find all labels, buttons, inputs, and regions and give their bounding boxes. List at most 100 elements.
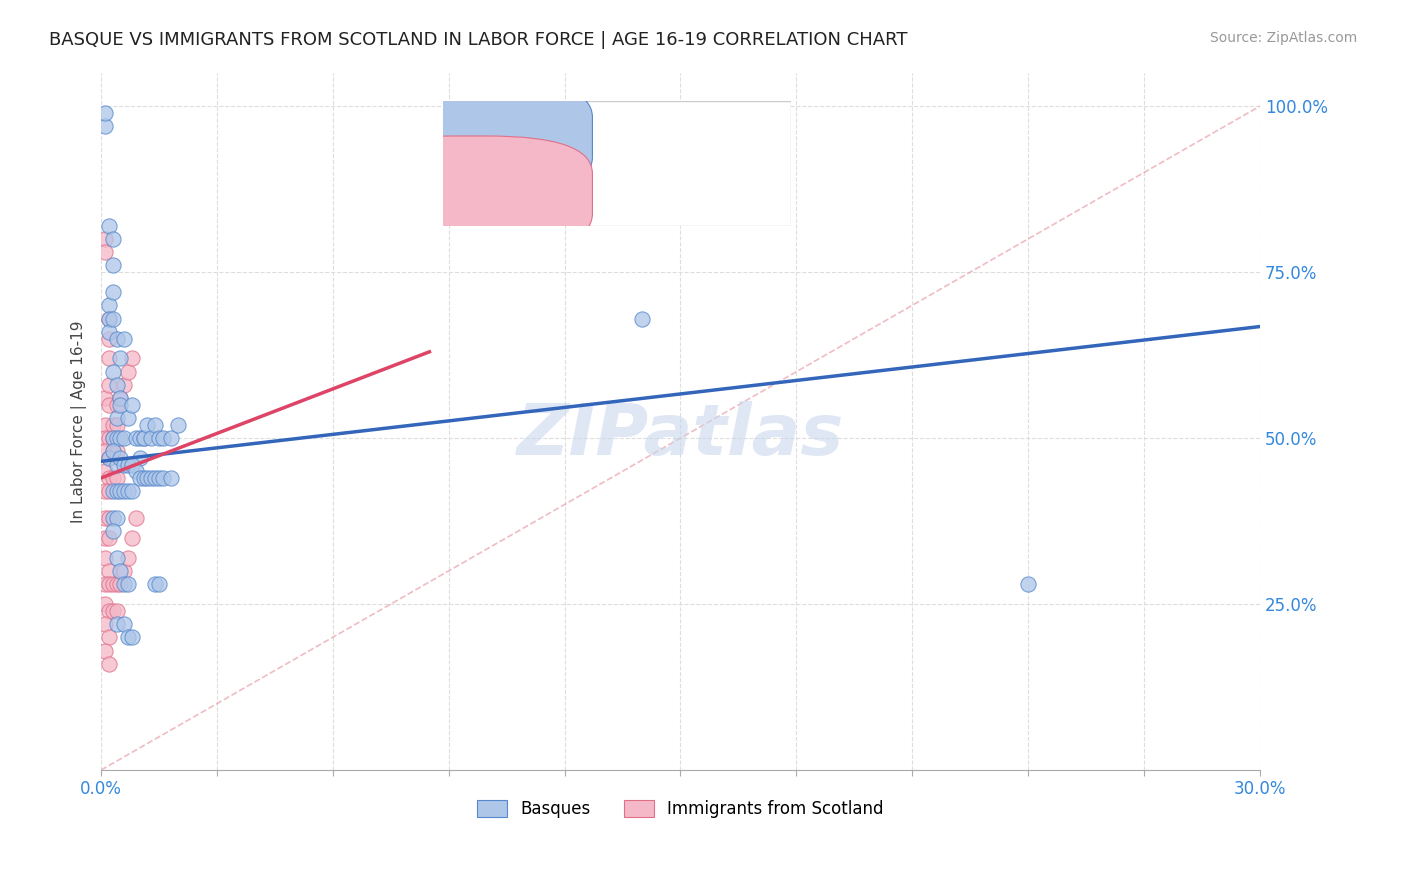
Point (97, 630, 120, 644)
Point (97, 484, 120, 499)
Point (101, 510, 124, 524)
Point (94, 510, 117, 524)
Point (143, 577, 166, 591)
Point (101, 471, 124, 485)
Point (110, 351, 132, 366)
Point (105, 604, 128, 618)
Point (97, 219, 120, 233)
Point (94, 531, 117, 545)
Point (101, 577, 124, 591)
Point (101, 431, 124, 445)
Point (117, 630, 139, 644)
Point (105, 577, 128, 591)
Point (94, 232, 117, 246)
Point (97, 531, 120, 545)
Point (101, 444, 124, 458)
Point (97, 604, 120, 618)
Point (105, 458, 128, 472)
Point (117, 411, 139, 425)
Point (148, 431, 170, 445)
Point (143, 417, 166, 432)
Point (125, 431, 148, 445)
Point (152, 431, 174, 445)
Point (105, 444, 128, 458)
Point (97, 398, 120, 412)
Point (105, 510, 128, 524)
Point (94, 105, 117, 120)
Point (94, 444, 117, 458)
Point (101, 259, 124, 273)
Point (97, 450, 120, 465)
Point (105, 331, 128, 345)
Point (97, 657, 120, 671)
Point (112, 431, 135, 445)
Point (97, 331, 120, 345)
Point (112, 378, 135, 392)
Point (148, 577, 170, 591)
Point (121, 531, 143, 545)
Point (148, 471, 170, 485)
Point (112, 331, 135, 345)
Point (94, 643, 117, 657)
Point (121, 398, 143, 412)
Point (121, 484, 143, 499)
Point (152, 471, 174, 485)
Point (94, 119, 117, 133)
Point (117, 365, 139, 379)
Point (110, 391, 132, 405)
Point (105, 617, 128, 632)
Point (110, 484, 132, 499)
Point (112, 617, 135, 632)
Point (128, 431, 150, 445)
Y-axis label: In Labor Force | Age 16-19: In Labor Force | Age 16-19 (72, 320, 87, 523)
Point (101, 285, 124, 299)
Point (125, 464, 148, 478)
Point (97, 577, 120, 591)
Point (128, 450, 150, 465)
Point (94, 391, 117, 405)
Point (94, 431, 117, 445)
Point (97, 510, 120, 524)
Point (94, 245, 117, 260)
Point (110, 431, 132, 445)
Point (141, 471, 163, 485)
Point (97, 311, 120, 326)
Point (132, 471, 155, 485)
Point (110, 398, 132, 412)
Point (97, 431, 120, 445)
Point (128, 471, 150, 485)
Point (101, 232, 124, 246)
Point (117, 550, 139, 565)
Point (117, 458, 139, 472)
Point (117, 484, 139, 499)
Point (1017, 577, 1039, 591)
Point (112, 458, 135, 472)
Point (94, 577, 117, 591)
Point (94, 417, 117, 432)
Point (112, 484, 135, 499)
Point (105, 550, 128, 565)
Point (97, 471, 120, 485)
Point (94, 484, 117, 499)
Point (105, 411, 128, 425)
Point (101, 365, 124, 379)
Point (631, 311, 654, 326)
Point (97, 351, 120, 366)
Point (94, 464, 117, 478)
Point (121, 630, 143, 644)
Point (112, 564, 135, 578)
Point (117, 577, 139, 591)
Text: BASQUE VS IMMIGRANTS FROM SCOTLAND IN LABOR FORCE | AGE 16-19 CORRELATION CHART: BASQUE VS IMMIGRANTS FROM SCOTLAND IN LA… (49, 31, 908, 49)
Point (110, 577, 132, 591)
Point (94, 617, 117, 632)
Text: ZIPatlas: ZIPatlas (517, 401, 844, 470)
Point (132, 431, 155, 445)
Point (143, 471, 166, 485)
Point (97, 378, 120, 392)
Point (101, 604, 124, 618)
Point (101, 484, 124, 499)
Point (101, 417, 124, 432)
Point (136, 471, 159, 485)
Point (167, 417, 190, 432)
Point (101, 444, 124, 458)
